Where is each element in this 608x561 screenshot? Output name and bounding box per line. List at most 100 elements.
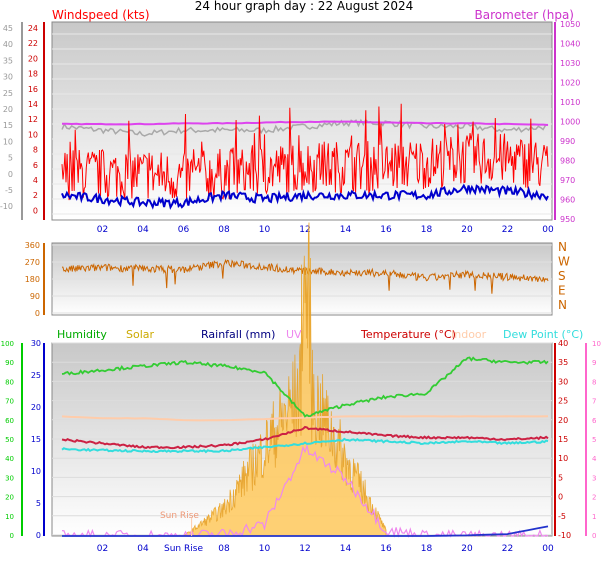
wind-left-inner-tick: 18: [28, 70, 38, 79]
wind-left-inner-tick: 12: [28, 115, 38, 124]
wind-x-tick: 22: [502, 225, 513, 235]
wind-left-outer-tick: 10: [3, 137, 13, 146]
temperature-tick: 35: [558, 358, 568, 367]
humidity-tick: 20: [5, 494, 14, 502]
uv-tick: 2: [592, 494, 596, 502]
legend-item-solar: Solar: [126, 328, 155, 341]
humidity-tick: 60: [5, 417, 14, 425]
indoor-line: [61, 415, 549, 422]
barometer-tick: 960: [560, 196, 575, 205]
barometer-line: [62, 120, 549, 126]
temp-x-tick: 14: [340, 544, 352, 554]
legend-item-uv: UV: [286, 328, 302, 341]
windspeed-line: [61, 103, 549, 201]
uv-tick: 6: [592, 417, 597, 425]
temperature-tick: 30: [558, 377, 568, 386]
temperature-tick: 0: [558, 493, 563, 502]
temperature-tick: -5: [558, 512, 566, 521]
humidity-tick: 30: [5, 474, 14, 482]
legend-item-temperature-c-: Temperature (°C): [360, 328, 456, 341]
legend-item-humidity: Humidity: [57, 328, 107, 341]
temp-x-tick: 20: [461, 544, 473, 554]
humidity-tick: 10: [5, 513, 14, 521]
barometer-label: Barometer (hpa): [475, 8, 574, 22]
uv-tick: 10: [592, 340, 601, 348]
barometer-tick: 950: [560, 215, 575, 224]
direction-right-tick: W: [558, 255, 570, 269]
wind-panel-bg: [51, 21, 553, 221]
wind-x-tick: 06: [178, 225, 190, 235]
wind-left-outer-tick: 45: [3, 24, 13, 33]
wind-left-outer-tick: 20: [3, 105, 13, 114]
temperature-tick: -10: [558, 531, 571, 540]
uv-tick: 0: [592, 532, 596, 540]
barometer-tick: 980: [560, 157, 575, 166]
uv-tick: 3: [592, 474, 596, 482]
barometer-tick: 1020: [560, 79, 580, 88]
wind-left-inner-tick: 16: [28, 85, 38, 94]
wind-x-tick: 20: [461, 225, 473, 235]
barometer-tick: 1040: [560, 40, 580, 49]
wind-x-tick: 02: [97, 225, 108, 235]
wind-left-outer-tick: 30: [3, 73, 13, 82]
wind-left-outer-tick: -5: [5, 186, 13, 195]
temp-x-tick: 08: [218, 544, 230, 554]
rainfall-tick: 25: [31, 371, 41, 380]
temp-x-tick: 12: [299, 544, 310, 554]
uv-tick: 4: [592, 455, 597, 463]
temp-x-tick: 00: [542, 544, 554, 554]
rainfall-tick: 30: [31, 339, 41, 348]
temp-x-tick: Sun Rise: [164, 544, 203, 554]
windspeed-label: Windspeed (kts): [52, 8, 150, 22]
wind-left-inner-tick: 20: [28, 54, 38, 63]
rainfall-line: [62, 525, 549, 537]
rainfall-tick: 0: [36, 531, 41, 540]
temp-x-tick: 04: [137, 544, 149, 554]
humidity-tick: 100: [1, 340, 14, 348]
wind-left-outer-tick: 0: [8, 170, 13, 179]
humidity-tick: 0: [10, 532, 14, 540]
wind-x-tick: 12: [299, 225, 310, 235]
graph-title: 24 hour graph day : 22 August 2024: [194, 0, 414, 13]
legend-item-rainfall-mm-: Rainfall (mm): [201, 328, 275, 341]
wind-average-line: [61, 183, 549, 210]
uv-tick: 8: [592, 378, 596, 386]
humidity-tick: 90: [5, 359, 14, 367]
temperature-tick: 5: [558, 473, 563, 482]
wind-left-inner-tick: 2: [33, 191, 38, 200]
temperature-tick: 20: [558, 416, 568, 425]
temp-x-tick: 18: [421, 544, 433, 554]
direction-left-tick: 90: [30, 292, 40, 301]
wind-x-tick: 18: [421, 225, 433, 235]
wind-left-inner-tick: 8: [33, 146, 38, 155]
direction-right-tick: E: [558, 284, 566, 298]
direction-left-tick: 360: [25, 241, 40, 250]
wind-left-inner-tick: 22: [28, 39, 38, 48]
temperature-tick: 15: [558, 435, 568, 444]
uv-tick: 5: [592, 436, 596, 444]
barometer-tick: 970: [560, 176, 575, 185]
humidity-tick: 70: [5, 398, 14, 406]
wind-left-inner-tick: 4: [33, 176, 38, 185]
wind-x-tick: 08: [218, 225, 230, 235]
wind-left-outer-tick: 35: [3, 56, 13, 65]
direction-right-tick: N: [558, 240, 567, 254]
sun-rise-annotation: Sun Rise: [160, 511, 199, 521]
uv-tick: 9: [592, 359, 596, 367]
rainfall-tick: 15: [31, 435, 41, 444]
dewpoint-line: [61, 437, 549, 454]
direction-left-tick: 180: [25, 275, 40, 284]
barometer-tick: 990: [560, 137, 575, 146]
wind-left-inner-tick: 6: [33, 161, 38, 170]
temperature-tick: 40: [558, 339, 568, 348]
wind-left-outer-tick: 25: [3, 89, 13, 98]
wind-left-outer-tick: 40: [3, 40, 13, 49]
temperature-tick: 25: [558, 397, 568, 406]
temp-x-tick: 16: [380, 544, 392, 554]
wind-left-inner-tick: 24: [28, 24, 38, 33]
temp-x-tick: 10: [259, 544, 271, 554]
barometer-tick: 1000: [560, 118, 580, 127]
rainfall-tick: 20: [31, 403, 41, 412]
direction-line: [62, 258, 549, 294]
